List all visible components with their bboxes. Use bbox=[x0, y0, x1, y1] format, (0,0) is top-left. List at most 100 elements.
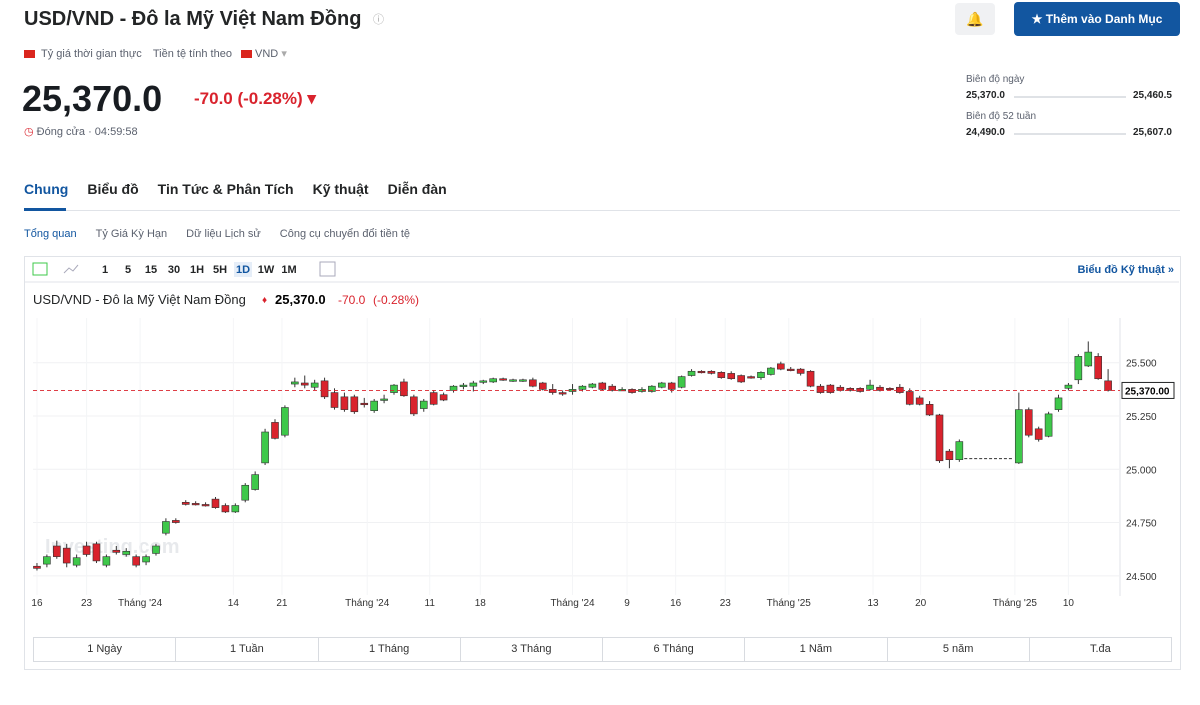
candle-body bbox=[529, 379, 537, 387]
candle-body bbox=[1044, 413, 1053, 437]
candle-body bbox=[241, 484, 250, 501]
candle-body bbox=[449, 385, 458, 391]
tab[interactable]: Tin Tức & Phân Tích bbox=[157, 181, 294, 197]
area-icon[interactable] bbox=[63, 264, 79, 274]
interval[interactable]: 30 bbox=[168, 264, 180, 276]
interval[interactable]: 5H bbox=[213, 264, 227, 276]
candle-body bbox=[538, 382, 547, 390]
period[interactable]: 1 Năm bbox=[744, 638, 886, 661]
candle-body bbox=[628, 389, 636, 393]
candle-body bbox=[370, 400, 378, 411]
candle-body bbox=[786, 368, 795, 371]
y-tick-label: 24.500 bbox=[1126, 572, 1157, 583]
candle-body bbox=[419, 400, 428, 409]
candle-body bbox=[687, 370, 696, 376]
candle-icon[interactable] bbox=[32, 262, 48, 276]
technical-link[interactable]: Biểu đồ Kỹ thuật » bbox=[1077, 264, 1174, 276]
candle-body bbox=[350, 396, 359, 413]
alert-button[interactable]: 🔔 bbox=[955, 3, 995, 35]
candle-body bbox=[469, 382, 478, 387]
candle-body bbox=[271, 422, 279, 439]
interval[interactable]: 15 bbox=[145, 264, 157, 276]
period[interactable]: 6 Tháng bbox=[602, 638, 744, 661]
candle-body bbox=[479, 380, 488, 383]
tabs: Chung Biểu đồ Tin Tức & Phân Tích Kỹ thuật D… bbox=[24, 181, 466, 199]
subtab[interactable]: Dữ liệu Lịch sử bbox=[186, 228, 261, 240]
subtab[interactable]: Tổng quan bbox=[24, 228, 77, 240]
range-label: Biên độ 52 tuần bbox=[966, 111, 1037, 122]
candle-body bbox=[727, 373, 736, 380]
currency-label: Tiền tệ tính theo bbox=[152, 48, 232, 60]
subtab[interactable]: Công cụ chuyển đổi tiền tệ bbox=[279, 228, 411, 240]
period[interactable]: 1 Tháng bbox=[317, 638, 460, 661]
candle-body bbox=[380, 398, 388, 401]
interval[interactable]: 1 bbox=[102, 264, 108, 276]
periods: 1 Ngày 1 Tuần 1 Tháng 3 Tháng 6 Tháng 1 Năm 5 … bbox=[33, 637, 1172, 662]
tab[interactable]: Kỹ thuật bbox=[312, 181, 369, 197]
chart-last: 25,370.0 bbox=[275, 292, 326, 307]
price-change: -70.0 (-0.28%) ▾ bbox=[194, 89, 316, 108]
candle-body bbox=[578, 385, 587, 390]
tab-underline bbox=[24, 208, 66, 211]
candle-body bbox=[310, 382, 319, 388]
candle-body bbox=[826, 384, 835, 393]
candle-body bbox=[499, 378, 507, 381]
candle-body bbox=[172, 520, 180, 523]
candle-body bbox=[796, 368, 805, 374]
candle-body bbox=[429, 392, 438, 405]
x-tick-label: 13 bbox=[867, 598, 879, 609]
candle-body bbox=[102, 556, 111, 566]
interval[interactable]: 1D bbox=[236, 264, 250, 276]
x-tick-label: 10 bbox=[1063, 598, 1075, 609]
candle-body bbox=[300, 382, 309, 386]
info-icon[interactable]: ⓘ bbox=[373, 14, 384, 26]
tab[interactable]: Chung bbox=[24, 181, 69, 197]
candle-body bbox=[1104, 380, 1112, 391]
candle-body bbox=[925, 403, 934, 416]
subheader: Tỷ giá thời gian thực Tiền tệ tính theo … bbox=[24, 47, 287, 60]
subtabs: Tổng quan Tỷ Giá Kỳ Hạn Dữ liệu Lịch sử Côn… bbox=[24, 224, 429, 242]
candle-body bbox=[43, 556, 51, 565]
y-tick-label: 25.500 bbox=[1126, 359, 1157, 370]
subtab[interactable]: Tỷ Giá Kỳ Hạn bbox=[95, 228, 168, 240]
period[interactable]: 5 năm bbox=[886, 638, 1029, 661]
candle-body bbox=[489, 378, 497, 383]
candle-body bbox=[390, 384, 398, 393]
dot: ♦ bbox=[262, 295, 267, 306]
x-tick-label: Tháng '24 bbox=[345, 598, 390, 609]
candle-body bbox=[340, 396, 349, 410]
watchlist-button[interactable]: ★ Thêm vào Danh Mục bbox=[1014, 2, 1180, 36]
last-price-box bbox=[1121, 381, 1175, 399]
period[interactable]: 1 Tuần bbox=[175, 638, 317, 661]
tab[interactable]: Diễn đàn bbox=[387, 181, 447, 197]
interval[interactable]: 5 bbox=[125, 264, 131, 276]
range-low: 25,370.0 bbox=[966, 90, 1005, 101]
candle-body bbox=[33, 565, 41, 569]
period[interactable]: T.đa bbox=[1028, 638, 1171, 661]
interval[interactable]: 1W bbox=[258, 264, 275, 276]
candle-body bbox=[1094, 356, 1102, 380]
candle-body bbox=[915, 397, 924, 405]
period[interactable]: 1 Ngày bbox=[87, 643, 123, 655]
x-tick-label: 16 bbox=[670, 598, 682, 609]
candle-body bbox=[400, 381, 408, 397]
currency[interactable]: VND bbox=[255, 48, 279, 60]
interval[interactable]: 1H bbox=[190, 264, 204, 276]
candle-body bbox=[598, 382, 607, 390]
candle-body bbox=[905, 391, 914, 405]
watchlist-label: Thêm vào Danh Mục bbox=[1045, 12, 1163, 26]
tab[interactable]: Biểu đồ bbox=[87, 181, 139, 197]
candle-body bbox=[1054, 397, 1063, 410]
candle-body bbox=[82, 545, 91, 555]
range-high: 25,460.5 bbox=[1133, 90, 1172, 101]
candle-body bbox=[896, 386, 904, 393]
period[interactable]: 3 Tháng bbox=[459, 638, 602, 661]
candle-body bbox=[112, 549, 121, 553]
candle-body bbox=[757, 372, 765, 378]
interval[interactable]: 1M bbox=[281, 264, 296, 276]
indicator-icon[interactable] bbox=[319, 261, 336, 277]
chart-change: -70.0 bbox=[338, 293, 366, 307]
candle-body bbox=[152, 545, 160, 554]
range-high: 25,607.0 bbox=[1133, 127, 1172, 138]
